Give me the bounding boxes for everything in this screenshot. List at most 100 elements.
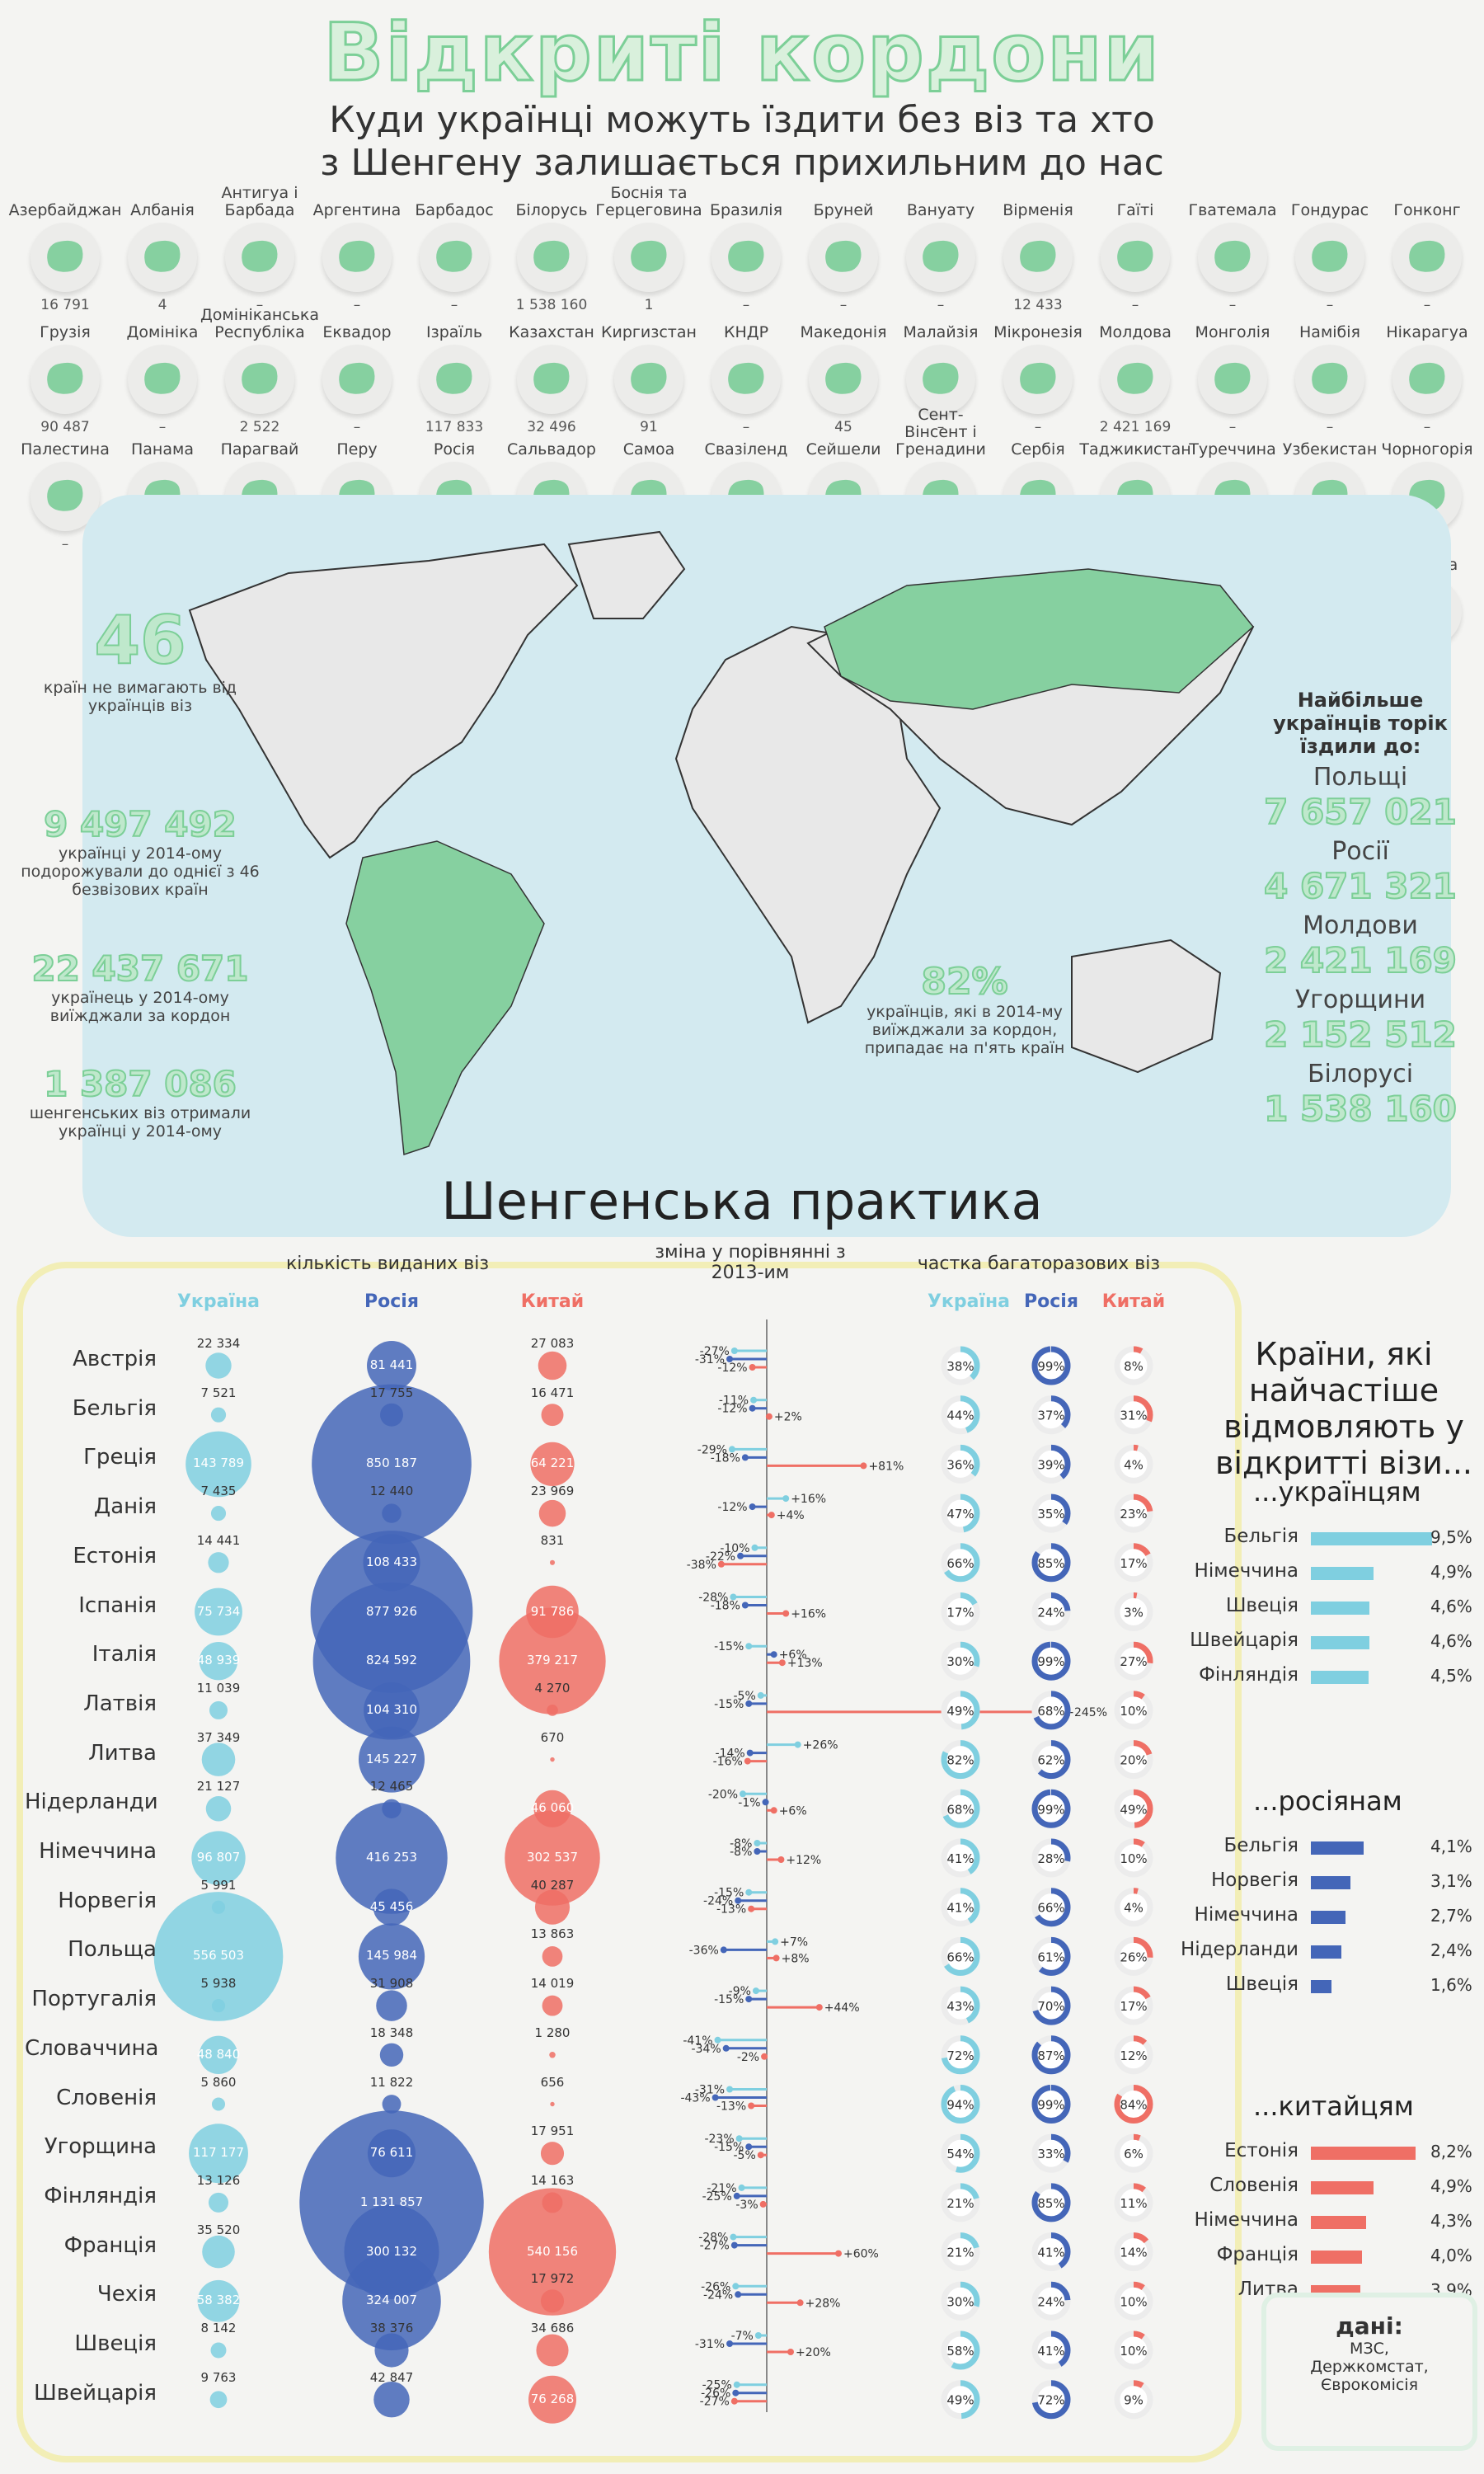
multi-label-ua: 72%: [946, 2048, 974, 2063]
country-travelers: –: [839, 297, 848, 313]
change-dot-ru: [732, 2389, 740, 2396]
multi-ring-ua: [941, 1641, 980, 1681]
change-label-cn: +245%: [1064, 1706, 1107, 1719]
change-label-ua: -26%: [701, 2280, 730, 2293]
multi-label-ua: 41%: [946, 1901, 974, 1916]
visa-label-ua: 48 939: [196, 1653, 241, 1668]
multi-ring-cn: [1114, 1444, 1153, 1484]
visa-label-ua: 14 441: [196, 1532, 241, 1548]
visa-label-cn: 76 268: [530, 2391, 575, 2406]
change-dot-ua: [730, 1348, 738, 1354]
refusal-bar-ru: [1311, 1876, 1351, 1889]
country-travelers: 117 833: [425, 419, 484, 435]
visa-bubble-ru: [342, 2251, 441, 2351]
change-label-ua: -31%: [695, 2084, 725, 2097]
multi-ring-ua: [941, 1395, 980, 1435]
visa-label-ru: 108 433: [365, 1554, 418, 1569]
multi-ring-ua: [941, 1838, 980, 1878]
refusal-country-cn: Естонія: [1224, 2140, 1298, 2161]
multi-label-ru: 85%: [1037, 1556, 1064, 1571]
country-travelers: –: [353, 419, 361, 435]
header-change: зміна у порівнянні з 2013-им: [655, 1242, 846, 1283]
visa-bubble-cn: [547, 1705, 558, 1716]
schengen-title: Шенгенська практика: [441, 1171, 1043, 1231]
change-dot-cn: [787, 2349, 794, 2355]
country-disc: [809, 223, 878, 292]
multi-ring-cn: [1114, 2232, 1153, 2272]
change-label-cn: -13%: [716, 1903, 746, 1917]
country-item: Гондурас –: [1281, 181, 1378, 314]
visa-label-cn: 14 163: [530, 2172, 575, 2188]
visa-label-cn: 40 287: [530, 1877, 575, 1893]
visa-label-ru: 38 376: [369, 2321, 414, 2335]
multi-ring-cn: [1114, 1936, 1153, 1976]
row-country-label: Франція: [63, 2232, 157, 2258]
multi-ring-ua: [941, 2380, 980, 2420]
country-travelers: –: [937, 297, 945, 313]
country-name: Антигуа і Барбада: [221, 184, 298, 219]
visa-label-ua: 9 763: [200, 2369, 237, 2385]
refusal-bar-ru: [1311, 1945, 1342, 1959]
left-stat: 46 країн не вимагають від українців віз: [16, 601, 264, 715]
refusal-country-ru: Нідерланди: [1180, 1939, 1298, 1960]
refusal-value-ua: 4,6%: [1430, 1597, 1472, 1616]
multi-ring-ru: [1031, 2281, 1071, 2321]
multi-ring-ru: [1031, 2035, 1071, 2075]
visa-label-ru: 877 926: [365, 1603, 418, 1619]
change-dot-ru: [733, 2192, 740, 2199]
change-dot-ru: [730, 2241, 738, 2249]
country-item: Барбадос –: [406, 181, 503, 314]
multi-label-ru: 99%: [1037, 1359, 1064, 1374]
multi-ring-ru: [1031, 2331, 1071, 2370]
country-disc: [322, 345, 392, 414]
visa-bubble-ru: [367, 1341, 416, 1390]
visa-label-cn: 670: [540, 1729, 565, 1745]
multi-ring-ru: [1031, 1986, 1071, 2025]
row-country-label: Швеція: [74, 2331, 157, 2356]
visa-label-ua: 96 807: [196, 1850, 241, 1865]
visa-label-ru: 17 755: [369, 1385, 414, 1400]
refusals-title: Країни, які найчастіше відмовляють у від…: [1215, 1336, 1472, 1481]
country-item: Ізраїль 117 833: [406, 303, 503, 435]
change-dot-cn: [777, 1856, 785, 1863]
refusal-value-cn: 4,0%: [1430, 2246, 1472, 2265]
row-country-label: Данія: [93, 1494, 157, 1520]
change-dot-ua: [735, 2135, 743, 2142]
visa-label-ua: 5 860: [200, 2074, 237, 2090]
change-dot-ru: [749, 1404, 756, 1412]
visa-label-cn: 16 471: [530, 1385, 575, 1400]
country-name: Азербайджан: [8, 201, 122, 219]
change-dot-cn: [765, 1413, 773, 1420]
change-dot-ua: [745, 1888, 753, 1896]
visa-bubble-cn: [540, 2142, 565, 2166]
country-name: Вірменія: [1003, 201, 1073, 219]
visa-bubble-ua: [199, 2035, 238, 2075]
change-label-ru: -43%: [680, 2092, 710, 2105]
top-destinations-list: Польщі 7 657 021 Росії 4 671 321 Молдови 2 42…: [1253, 763, 1468, 1130]
change-dot-ua: [754, 1840, 761, 1846]
visa-bubble-ua: [209, 1700, 228, 1719]
multi-label-ru: 61%: [1037, 1950, 1064, 1964]
multi-label-ru: 35%: [1037, 1507, 1064, 1522]
multi-ring-cn: [1114, 1346, 1153, 1385]
multi-label-ua: 44%: [946, 1409, 974, 1423]
row-country-label: Латвія: [83, 1691, 157, 1716]
country-travelers: –: [1131, 297, 1139, 313]
visa-label-ua: 7 435: [200, 1484, 237, 1499]
change-dot-ua: [745, 1643, 753, 1650]
multi-label-ru: 99%: [1037, 2098, 1064, 2113]
greenland: [567, 530, 686, 619]
change-dot-ru: [741, 1602, 749, 1609]
change-label-ru: -24%: [703, 2288, 733, 2302]
sources-line-2: Держкомстат,: [1310, 2358, 1429, 2376]
change-label-ru: -15%: [714, 1698, 744, 1711]
country-item: Киргизстан 91: [600, 303, 697, 436]
col-ru-multi: Росія: [1024, 1291, 1078, 1312]
multi-label-cn: 10%: [1120, 1851, 1147, 1866]
multi-label-ru: 39%: [1037, 1457, 1064, 1472]
change-label-cn: -5%: [733, 2149, 755, 2162]
refusal-value-ua: 4,6%: [1430, 1631, 1472, 1651]
visa-label-ru: 31 908: [369, 1976, 414, 1992]
refusal-bar-ru: [1311, 1911, 1345, 1924]
visa-bubble-ua: [210, 1506, 227, 1522]
